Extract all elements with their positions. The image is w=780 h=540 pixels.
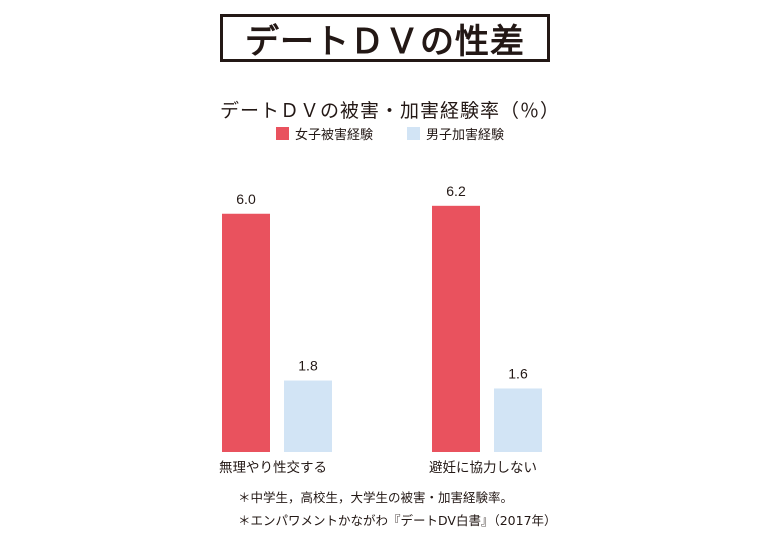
- chart-legend: 女子被害経験 男子加害経験: [0, 124, 780, 143]
- bar-male-perpetrator-2: [494, 388, 542, 452]
- bar-female-victim-2: [432, 205, 480, 452]
- data-label-female-victim-2: 6.2: [446, 183, 466, 199]
- footnote-source: ＊エンパワメントかながわ『デートDV白書』（2017年）: [238, 513, 557, 528]
- legend-swatch-female-victim: [275, 127, 289, 140]
- data-label-female-victim-1: 6.0: [236, 191, 256, 207]
- legend-label-female-victim: 女子被害経験: [294, 128, 373, 143]
- chart-title: デートＤＶの被害・加害経験率（％）: [219, 100, 560, 122]
- bar-chart: 6.0 1.8 無理やり性交する 6.2 1.6 避妊に協力しない: [219, 183, 542, 476]
- data-label-male-perpetrator-2: 1.6: [508, 365, 528, 381]
- legend-item-male-perpetrator: 男子加害経験: [407, 124, 504, 143]
- legend-label-male-perpetrator: 男子加害経験: [426, 128, 505, 143]
- legend-swatch-male-perpetrator: [407, 127, 420, 140]
- footnote-respondents: ＊中学生，高校生，大学生の被害・加害経験率。: [238, 490, 514, 505]
- category-label-1: 無理やり性交する: [219, 459, 327, 476]
- category-label-2: 避妊に協力しない: [429, 460, 537, 476]
- bar-male-perpetrator-1: [284, 380, 332, 452]
- page-title: デートＤＶの性差: [220, 14, 550, 62]
- bar-female-victim-1: [222, 213, 270, 452]
- data-label-male-perpetrator-1: 1.8: [298, 358, 318, 374]
- legend-item-female-victim: 女子被害経験: [275, 124, 373, 143]
